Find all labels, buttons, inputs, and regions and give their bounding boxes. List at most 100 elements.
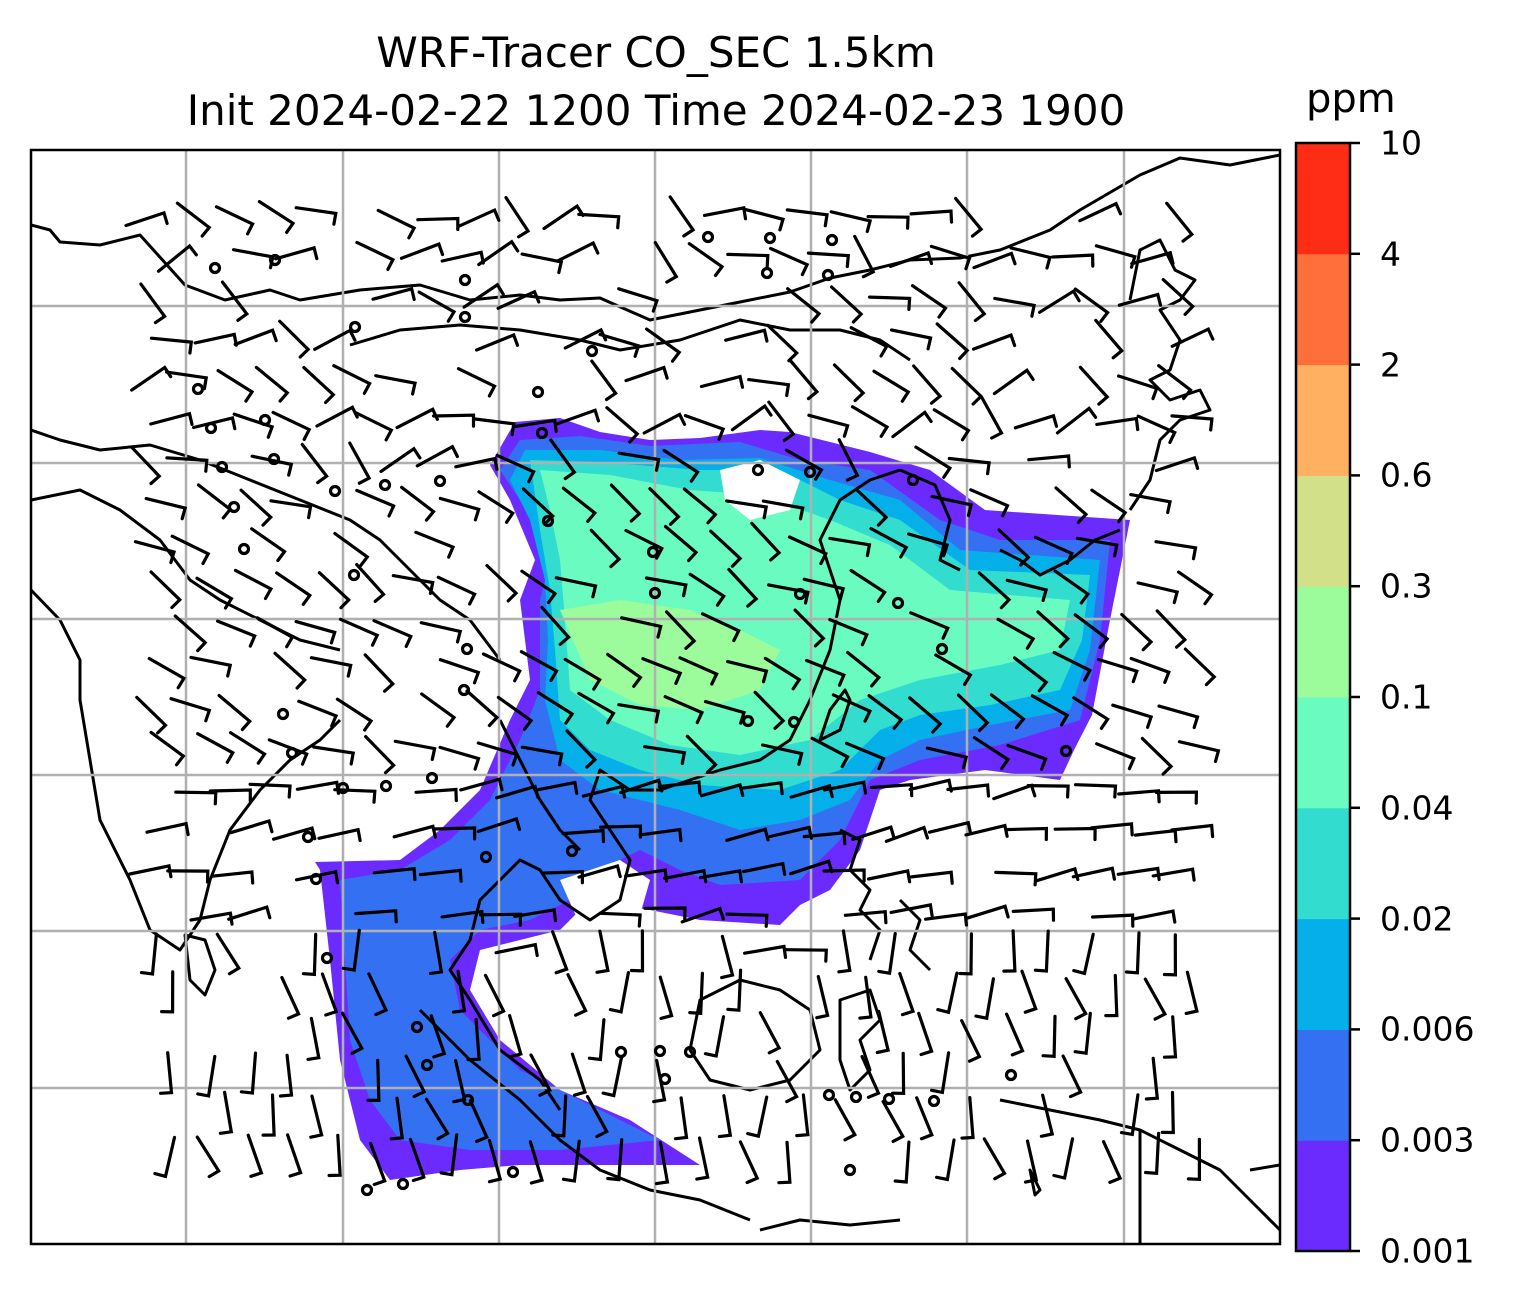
wind-barb [173,614,208,653]
wind-barb [935,1138,956,1182]
wind-barb [1072,932,1095,976]
wind-barb [1183,647,1217,687]
wind-barb [1154,790,1199,805]
wind-barb [233,568,274,601]
wind-barb [1038,288,1081,314]
wind-barb [520,569,558,605]
wind-barb [355,563,386,603]
wind-barb [606,1138,624,1182]
wind-barb [822,868,866,883]
wind-barb [761,499,805,521]
wind-barb [869,527,909,559]
map-panel [31,150,1280,1244]
wind-barb [617,287,659,313]
wind-barb [302,366,336,405]
wind-barb [159,1051,174,1095]
wind-barb [866,868,912,884]
wind-barb [1162,933,1178,977]
wind-barb [333,788,377,804]
wind-barb [910,284,948,319]
wind-barb [1136,581,1180,605]
wind-barb [587,1018,606,1062]
calm-wind-marker [763,231,777,245]
wind-barb [909,870,954,885]
wind-barb [327,1133,342,1178]
wind-barb [802,577,846,601]
wind-barb [589,528,622,569]
wind-barb [960,1019,982,1063]
calm-wind-marker [803,465,817,479]
wind-barb [465,689,500,728]
wind-barb [239,488,274,527]
wind-barb [389,1096,405,1141]
wind-barb [1005,1012,1025,1057]
calm-wind-marker [301,830,315,844]
wind-barb [1033,929,1050,973]
wind-barb [924,912,968,927]
calm-wind-marker [347,568,361,582]
wind-barb [1154,455,1200,473]
wind-barb [269,499,313,520]
wind-barb [1170,823,1215,839]
wind-barb [135,695,168,735]
wind-barb [662,448,700,483]
wind-barb [521,487,555,526]
wind-barb [196,483,233,520]
wind-barb [643,745,687,766]
wind-barb [1073,613,1110,649]
wind-barb [250,454,294,477]
wind-barb [175,201,212,238]
wind-barb [415,444,459,468]
wind-barb [1073,783,1118,799]
calm-wind-marker [541,514,555,528]
wind-barb [195,1135,221,1179]
wind-barb [340,1011,364,1055]
wind-barb [957,281,987,323]
wind-barb [1041,1014,1057,1058]
wind-barb [128,863,173,879]
wind-barb [954,196,984,238]
wind-barb [254,365,290,403]
wind-barb [153,1135,177,1179]
wind-barb [992,368,1035,396]
wind-barb [297,699,339,728]
colorbar-tick-label: 0.02 [1380,899,1454,939]
wind-barb [785,208,829,228]
wind-barb [974,977,995,1021]
calm-wind-marker [535,426,549,440]
wind-barb [379,446,422,473]
wind-barb [767,583,810,605]
wind-barb [229,818,274,835]
colorbar-unit-label: ppm [1306,76,1396,122]
wind-barb [936,971,959,1015]
wind-barb [542,203,585,231]
wind-barb [561,1139,581,1183]
wind-barb [577,864,622,879]
wind-barb [726,968,743,1012]
calm-wind-marker [460,642,474,656]
wind-barb [233,328,278,346]
calm-wind-marker [215,460,229,474]
wind-barb [354,909,398,924]
wind-barb [758,1011,782,1055]
wind-barb [682,487,718,525]
wind-barb [429,1014,447,1059]
wind-barb [912,364,943,405]
wind-barb [929,244,972,271]
wind-barb [703,700,747,725]
wind-barb [1090,488,1128,524]
wind-barb [989,693,1026,730]
wind-barb [753,690,786,730]
calm-wind-marker [396,1177,410,1191]
wind-barb [577,691,616,725]
wind-barb [699,374,745,389]
wind-barb [1130,250,1175,266]
wind-barb [508,1014,523,1059]
wind-barb [641,657,683,685]
calm-wind-marker [458,310,472,324]
wind-barb [784,448,824,481]
wind-barb [1144,1131,1161,1176]
wind-barb [853,234,876,279]
wind-barb [272,826,317,841]
wind-barb [867,694,904,730]
